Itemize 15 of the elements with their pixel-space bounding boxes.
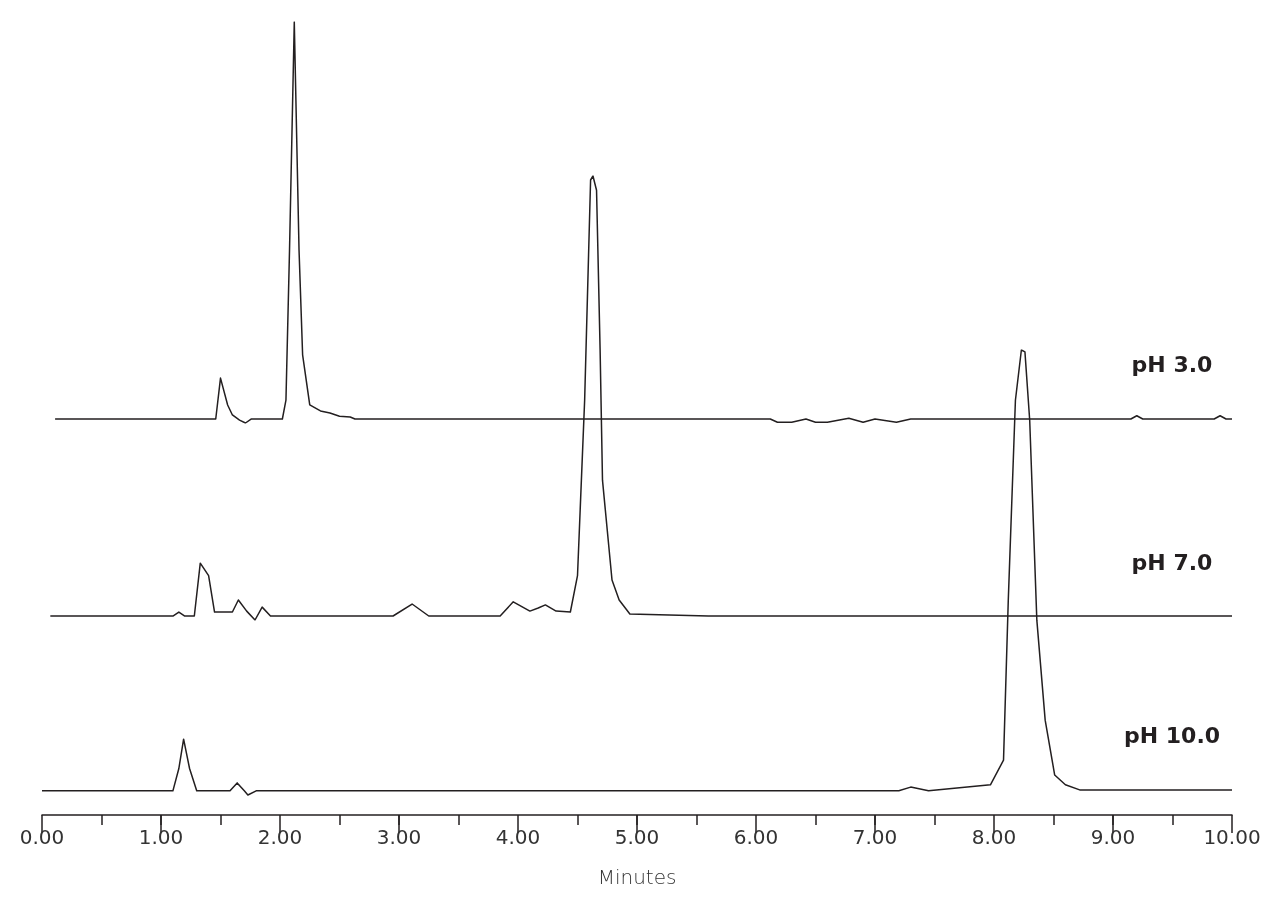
series-label: pH 3.0 <box>1131 352 1213 378</box>
x-tick-label: 1.00 <box>138 825 184 849</box>
x-tick-label: 4.00 <box>495 825 541 849</box>
x-tick-label: 3.00 <box>376 825 422 849</box>
x-tick-label: 10.00 <box>1203 825 1261 849</box>
x-tick-label: 8.00 <box>971 825 1017 849</box>
series-label: pH 7.0 <box>1131 549 1213 575</box>
x-tick-label: 5.00 <box>614 825 660 849</box>
x-tick-label: 2.00 <box>257 825 303 849</box>
x-tick-label: 7.00 <box>852 825 898 849</box>
x-tick-label: 6.00 <box>733 825 779 849</box>
x-tick-label: 9.00 <box>1090 825 1136 849</box>
x-axis-title: Minutes <box>597 865 677 889</box>
series-label: pH 10.0 <box>1123 723 1221 749</box>
x-tick-label: 0.00 <box>19 825 65 849</box>
